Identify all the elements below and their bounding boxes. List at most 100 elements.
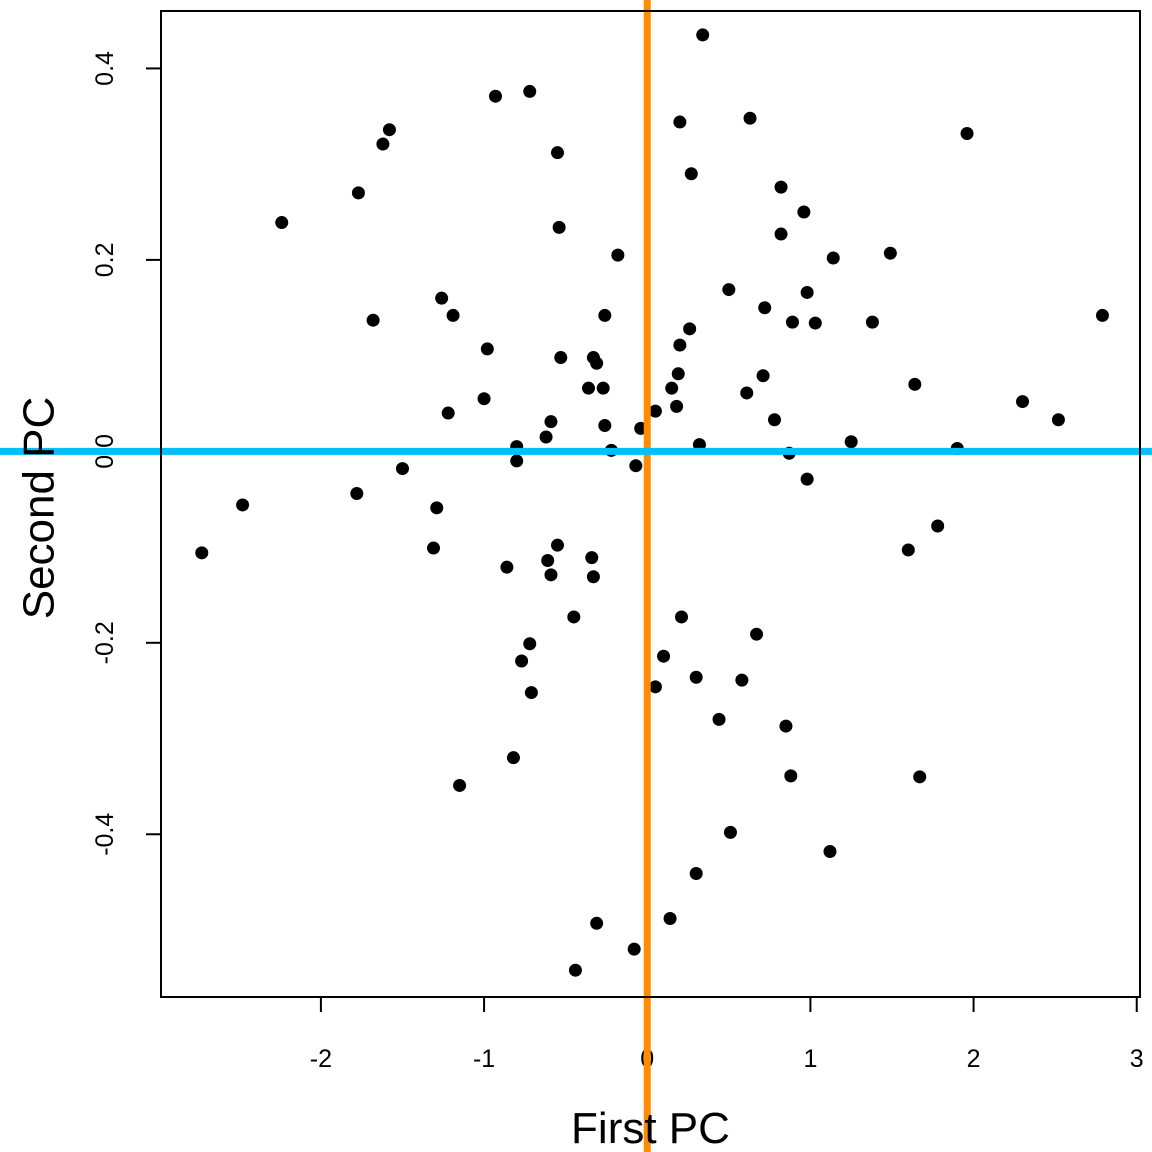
data-point <box>1095 308 1109 322</box>
x-tick-label: 2 <box>967 1045 981 1073</box>
data-point <box>554 351 568 365</box>
data-point <box>735 673 749 687</box>
data-point <box>550 146 564 160</box>
data-point <box>774 227 788 241</box>
data-point <box>1016 395 1030 409</box>
data-point <box>673 338 687 352</box>
data-point <box>515 654 529 668</box>
data-point <box>350 486 364 500</box>
data-point <box>648 404 662 418</box>
data-point <box>596 381 610 395</box>
data-point <box>506 751 520 765</box>
y-tick-label: 0.4 <box>91 51 119 86</box>
data-point <box>395 462 409 476</box>
data-point <box>665 381 679 395</box>
data-point <box>756 369 770 383</box>
data-point <box>712 712 726 726</box>
data-point <box>435 291 449 305</box>
data-point <box>585 551 599 565</box>
data-point <box>673 115 687 129</box>
x-axis: -2-10123 <box>310 996 1144 1073</box>
data-point <box>648 680 662 694</box>
data-point <box>629 459 643 473</box>
data-point <box>723 825 737 839</box>
data-point <box>541 553 555 567</box>
data-point <box>441 406 455 420</box>
data-point <box>524 686 538 700</box>
data-point <box>376 137 390 151</box>
data-point <box>477 392 491 406</box>
data-point <box>598 308 612 322</box>
data-point <box>567 610 581 624</box>
x-tick-label: 1 <box>803 1045 817 1073</box>
data-point <box>750 627 764 641</box>
data-point <box>722 283 736 297</box>
data-point <box>611 248 625 262</box>
y-tick-label: 0.2 <box>91 243 119 278</box>
x-tick-label: 3 <box>1130 1045 1144 1073</box>
data-point <box>758 301 772 315</box>
data-point <box>275 216 289 230</box>
data-point <box>913 770 927 784</box>
data-point <box>808 316 822 330</box>
data-points <box>195 28 1109 977</box>
data-point <box>670 399 684 413</box>
x-tick-label: -1 <box>473 1045 495 1073</box>
y-tick-label: -0.2 <box>91 621 119 664</box>
data-point <box>740 386 754 400</box>
data-point <box>590 916 604 930</box>
data-point <box>823 844 837 858</box>
data-point <box>552 220 566 234</box>
data-point <box>901 543 915 557</box>
data-point <box>743 111 757 125</box>
data-point <box>430 501 444 515</box>
data-point <box>627 942 641 956</box>
data-point <box>800 285 814 299</box>
y-axis-title: Second PC <box>14 397 63 620</box>
data-point <box>683 322 697 336</box>
data-point <box>657 649 671 663</box>
data-point <box>544 568 558 582</box>
data-point <box>351 186 365 200</box>
data-point <box>768 413 782 427</box>
data-point <box>663 912 677 926</box>
data-point <box>581 381 595 395</box>
data-point <box>590 356 604 370</box>
data-point <box>453 778 467 792</box>
data-point <box>446 308 460 322</box>
data-point <box>236 498 250 512</box>
data-point <box>865 315 879 329</box>
data-point <box>684 167 698 181</box>
data-point <box>586 570 600 584</box>
data-point <box>426 541 440 555</box>
data-point <box>779 719 793 733</box>
data-point <box>510 454 524 468</box>
data-point <box>774 180 788 194</box>
data-point <box>1051 413 1065 427</box>
data-point <box>689 670 703 684</box>
y-axis: -0.4-0.20.00.20.4 <box>91 51 162 856</box>
data-point <box>598 419 612 433</box>
data-point <box>550 538 564 552</box>
data-point <box>500 560 514 574</box>
data-point <box>908 377 922 391</box>
data-point <box>826 251 840 265</box>
data-point <box>568 963 582 977</box>
data-point <box>696 28 710 42</box>
data-point <box>195 546 209 560</box>
data-point <box>784 769 798 783</box>
data-point <box>671 367 685 381</box>
data-point <box>689 867 703 881</box>
data-point <box>480 342 494 356</box>
data-point <box>800 472 814 486</box>
x-axis-title: First PC <box>571 1104 730 1152</box>
data-point <box>797 205 811 219</box>
data-point <box>382 123 396 137</box>
data-point <box>523 637 537 651</box>
data-point <box>960 127 974 141</box>
data-point <box>366 313 380 327</box>
data-point <box>931 519 945 533</box>
data-point <box>675 610 689 624</box>
